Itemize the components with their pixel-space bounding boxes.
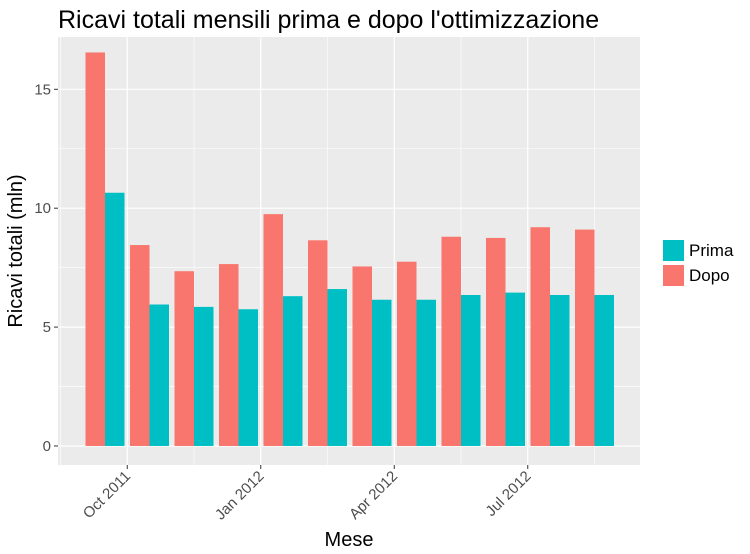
y-axis-title: Ricavi totali (mln) xyxy=(5,174,27,327)
x-tick-label: Oct 2011 xyxy=(80,468,134,522)
x-axis-title: Mese xyxy=(325,529,374,551)
y-tick-label: 15 xyxy=(34,81,51,98)
bar-dopo-2012-01 xyxy=(263,214,283,446)
bar-prima-2012-01 xyxy=(283,296,303,446)
bar-prima-2011-09 xyxy=(105,192,125,446)
x-tick-label: Jan 2012 xyxy=(212,468,268,524)
legend-label-prima: Prima xyxy=(689,241,734,260)
legend: Prima Dopo xyxy=(663,240,734,286)
bar-dopo-2012-06 xyxy=(486,237,506,446)
bar-dopo-2012-03 xyxy=(352,266,372,446)
bar-dopo-2012-05 xyxy=(441,236,461,446)
legend-label-dopo: Dopo xyxy=(689,266,730,285)
bar-prima-2012-04 xyxy=(416,299,436,446)
bar-prima-2012-03 xyxy=(372,299,392,446)
bars xyxy=(85,52,614,446)
legend-key-dopo xyxy=(663,265,684,286)
bar-prima-2012-02 xyxy=(327,289,347,446)
x-tick-label: Jul 2012 xyxy=(482,468,534,520)
legend-key-prima xyxy=(663,240,684,261)
bar-dopo-2011-10 xyxy=(130,245,150,446)
y-tick-label: 0 xyxy=(43,438,51,455)
bar-dopo-2012-08 xyxy=(575,229,595,446)
bar-prima-2012-05 xyxy=(461,294,481,446)
bar-dopo-2011-12 xyxy=(219,264,239,446)
x-axis: Oct 2011 Jan 2012 Apr 2012 Jul 2012 xyxy=(80,465,535,523)
y-tick-label: 5 xyxy=(43,319,51,336)
bar-dopo-2012-04 xyxy=(397,261,417,446)
bar-prima-2012-06 xyxy=(505,292,525,446)
y-axis: 0 5 10 15 xyxy=(34,81,58,455)
bar-prima-2011-12 xyxy=(238,309,258,446)
chart-title: Ricavi totali mensili prima e dopo l'ott… xyxy=(58,6,599,34)
bar-dopo-2012-02 xyxy=(308,240,328,446)
bar-prima-2011-11 xyxy=(194,306,214,446)
x-tick-label: Apr 2012 xyxy=(346,468,401,523)
bar-prima-2012-07 xyxy=(550,294,570,446)
bar-dopo-2012-07 xyxy=(530,227,550,446)
bar-dopo-2011-11 xyxy=(174,271,194,446)
bar-dopo-2011-09 xyxy=(85,52,105,446)
y-tick-label: 10 xyxy=(34,200,51,217)
bar-prima-2012-08 xyxy=(594,294,614,446)
bar-prima-2011-10 xyxy=(149,304,169,446)
